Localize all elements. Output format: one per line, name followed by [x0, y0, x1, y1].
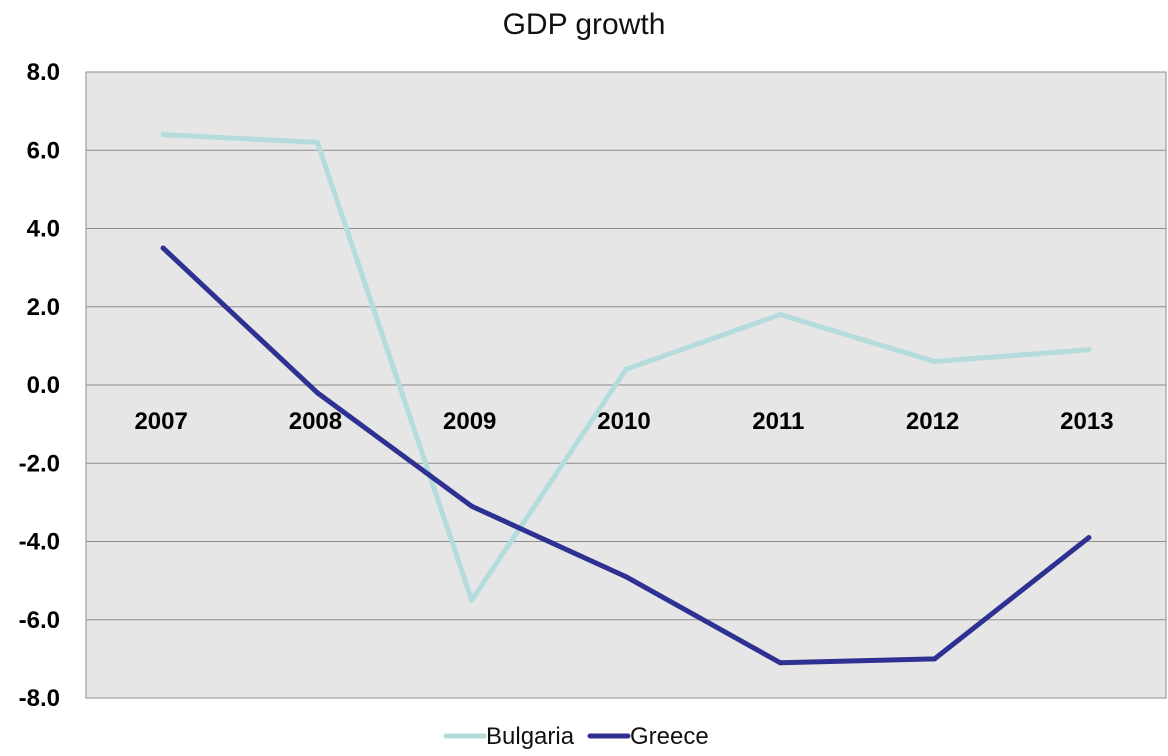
legend: Bulgaria Greece [443, 723, 709, 750]
x-tick-label: 2008 [289, 408, 342, 435]
y-tick-label: 0.0 [27, 372, 60, 399]
y-tick-label: 8.0 [27, 59, 60, 86]
series-lines [160, 132, 1092, 666]
x-tick-label: 2011 [752, 408, 804, 435]
data-point [469, 597, 475, 603]
x-tick-label: 2007 [134, 408, 187, 435]
x-tick-label: 2009 [443, 408, 496, 435]
y-tick-label: 4.0 [27, 216, 60, 243]
x-tick-label: 2012 [906, 408, 959, 435]
data-point [932, 656, 938, 662]
y-tick-label: 2.0 [27, 294, 60, 321]
data-point [623, 366, 629, 372]
gridlines [86, 71, 1166, 699]
y-tick-label: -6.0 [19, 607, 60, 634]
data-point [1086, 347, 1092, 353]
data-point [1086, 535, 1092, 541]
y-tick-label: -8.0 [19, 685, 60, 712]
data-point [777, 660, 783, 666]
x-tick-label: 2010 [597, 408, 650, 435]
data-point [623, 574, 629, 580]
y-tick-label: -2.0 [19, 450, 60, 477]
legend-label: Bulgaria [486, 723, 575, 750]
data-point [160, 245, 166, 251]
chart-title: GDP growth [502, 8, 666, 41]
data-point [469, 503, 475, 509]
x-tick-label: 2013 [1060, 408, 1113, 435]
data-point [160, 132, 166, 138]
data-point [314, 139, 320, 145]
data-point [932, 359, 938, 365]
data-point [314, 390, 320, 396]
data-point [777, 312, 783, 318]
x-axis-tick-labels: 2007 2008 2009 2010 2011 2012 2013 [134, 408, 1113, 435]
y-axis-tick-labels: 8.0 6.0 4.0 2.0 0.0 -2.0 -4.0 -6.0 -8.0 [19, 59, 60, 712]
legend-label: Greece [630, 723, 709, 750]
y-tick-label: 6.0 [27, 137, 60, 164]
y-tick-label: -4.0 [19, 529, 60, 556]
